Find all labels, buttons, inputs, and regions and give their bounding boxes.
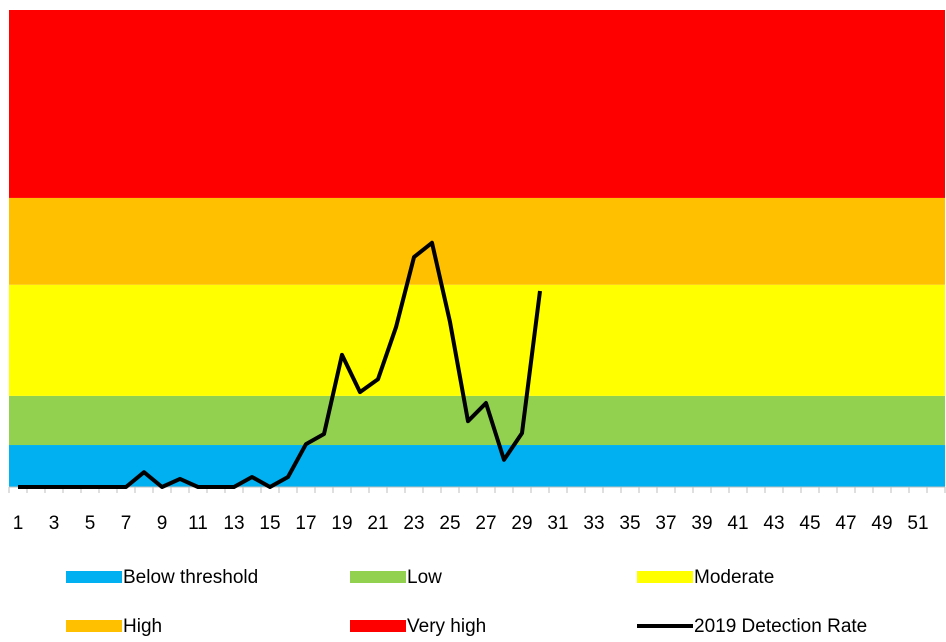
x-tick-label: 37 — [655, 513, 676, 534]
legend-swatch — [637, 571, 693, 583]
legend-label: Below threshold — [123, 567, 258, 588]
x-tick-label: 23 — [403, 513, 424, 534]
legend-swatch — [66, 620, 122, 632]
threshold-band — [9, 445, 945, 487]
x-tick-label: 17 — [295, 513, 316, 534]
legend-swatch — [66, 571, 122, 583]
x-tick-label: 39 — [691, 513, 712, 534]
x-tick-label: 33 — [583, 513, 604, 534]
legend-swatch — [350, 620, 406, 632]
x-tick-label: 35 — [619, 513, 640, 534]
threshold-band — [9, 10, 945, 198]
x-tick-label: 13 — [223, 513, 244, 534]
legend-swatch — [350, 571, 406, 583]
x-tick-label: 1 — [13, 513, 24, 534]
threshold-band — [9, 197, 945, 285]
threshold-band — [9, 284, 945, 396]
x-tick-label: 45 — [799, 513, 820, 534]
x-tick-label: 5 — [85, 513, 96, 534]
x-tick-label: 27 — [475, 513, 496, 534]
x-tick-label: 47 — [835, 513, 856, 534]
x-tick-label: 49 — [871, 513, 892, 534]
legend-label: 2019 Detection Rate — [694, 616, 867, 637]
legend-label: High — [123, 616, 162, 637]
x-tick-label: 19 — [331, 513, 352, 534]
x-tick-label: 7 — [121, 513, 132, 534]
x-tick-label: 3 — [49, 513, 60, 534]
x-tick-label: 11 — [188, 513, 208, 534]
x-tick-label: 29 — [511, 513, 532, 534]
threshold-band — [9, 395, 945, 446]
x-tick-label: 51 — [907, 513, 928, 534]
legend-label: Low — [407, 567, 442, 588]
x-tick-label: 31 — [547, 513, 568, 534]
legend-label: Moderate — [694, 567, 774, 588]
x-tick-label: 43 — [763, 513, 784, 534]
x-tick-label: 9 — [157, 513, 168, 534]
x-tick-label: 25 — [439, 513, 460, 534]
x-tick-label: 21 — [367, 513, 388, 534]
x-tick-label: 41 — [727, 513, 748, 534]
data-line — [18, 240, 542, 489]
x-tick-label: 15 — [259, 513, 280, 534]
legend-label: Very high — [407, 616, 486, 637]
